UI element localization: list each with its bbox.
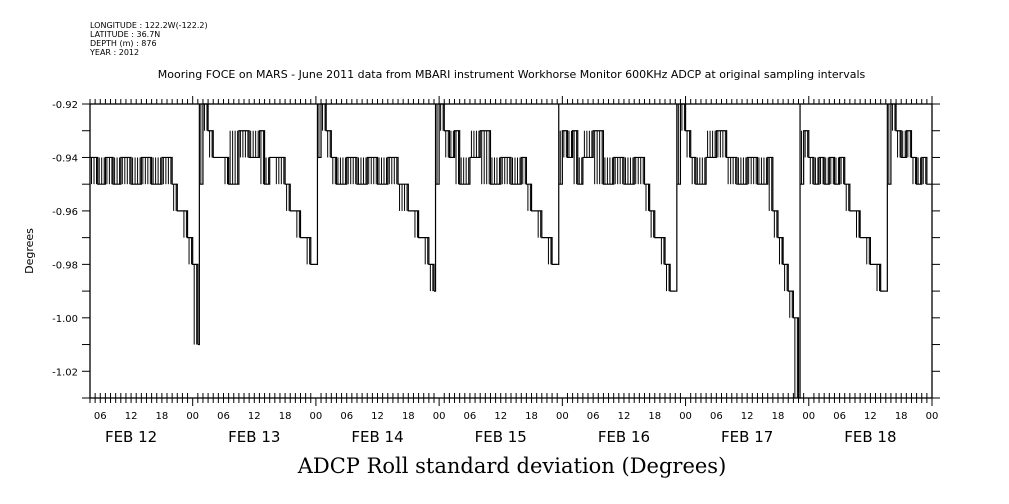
x-tick-label: 06: [94, 411, 107, 422]
series-connector: [433, 104, 437, 292]
x-tick-label: 12: [248, 411, 261, 422]
y-tick-label: -1.02: [52, 367, 78, 378]
metadata-block: LONGITUDE : 122.2W(-122.2) LATITUDE : 36…: [90, 21, 208, 57]
x-tick-label: 00: [433, 411, 446, 422]
y-tick-label: -0.94: [52, 153, 78, 164]
meta-year: YEAR : 2012: [90, 48, 140, 57]
series-segment: [199, 103, 316, 265]
y-tick-label: -0.96: [52, 207, 78, 218]
y-tick-label: -0.92: [52, 100, 78, 111]
x-day-label: FEB 13: [228, 428, 280, 446]
x-tick-label: 06: [587, 411, 600, 422]
y-axis-label: Degrees: [23, 228, 36, 274]
x-day-label: FEB 14: [351, 428, 403, 446]
x-tick-label: 06: [710, 411, 723, 422]
x-tick-label: 00: [186, 411, 199, 422]
series-segment: [800, 130, 886, 292]
series-connector: [557, 104, 560, 265]
x-day-label: FEB 18: [844, 428, 896, 446]
x-tick-label: 06: [464, 411, 477, 422]
plot-frame: [89, 103, 933, 399]
y-tick-label: -1.00: [52, 314, 78, 325]
x-tick-label: 00: [310, 411, 323, 422]
series-connector: [675, 104, 678, 292]
series-segment: [90, 156, 199, 345]
x-tick-label: 00: [802, 411, 815, 422]
meta-depth: DEPTH (m) : 876: [90, 39, 157, 48]
x-tick-label: 00: [926, 411, 939, 422]
series-connector: [197, 104, 200, 346]
series-connector: [885, 104, 888, 292]
x-tick-label: 06: [217, 411, 230, 422]
x-axis: 06 12 18 00 06 12 18 00 06 12 18 00 06 12 18 00 06 12 18 00…: [89, 96, 939, 446]
x-tick-label: 06: [340, 411, 353, 422]
series-group: [90, 103, 932, 399]
x-day-label: FEB 16: [598, 428, 650, 446]
chart-title: Mooring FOCE on MARS - June 2011 data fr…: [157, 68, 866, 81]
x-tick-label: 06: [833, 411, 846, 422]
x-tick-label: 12: [371, 411, 384, 422]
meta-longitude: LONGITUDE : 122.2W(-122.2): [90, 21, 208, 30]
x-tick-label: 12: [618, 411, 631, 422]
x-day-label: FEB 15: [475, 428, 527, 446]
series-segment: [558, 130, 676, 292]
x-axis-title: ADCP Roll standard deviation (Degrees): [297, 454, 727, 478]
x-tick-label: 00: [679, 411, 692, 422]
x-tick-label: 18: [402, 411, 415, 422]
plot-border: [89, 103, 933, 399]
x-tick-label: 18: [895, 411, 908, 422]
series-segment: [676, 103, 800, 398]
x-tick-label: 18: [525, 411, 538, 422]
x-day-label: FEB 17: [721, 428, 773, 446]
series-connector: [798, 104, 801, 399]
x-tick-label: 18: [279, 411, 292, 422]
x-day-label: FEB 12: [105, 428, 157, 446]
series-connector: [315, 104, 319, 265]
y-tick-label: -0.98: [52, 260, 78, 271]
x-tick-label: 18: [648, 411, 661, 422]
x-tick-label: 18: [156, 411, 169, 422]
x-tick-label: 12: [125, 411, 138, 422]
x-tick-label: 12: [864, 411, 877, 422]
x-tick-label: 12: [741, 411, 754, 422]
x-tick-label: 00: [556, 411, 569, 422]
series-segment: [435, 103, 558, 265]
x-tick-label: 18: [772, 411, 785, 422]
meta-latitude: LATITUDE : 36.7N: [90, 30, 161, 39]
x-tick-label: 12: [494, 411, 507, 422]
series-segment: [317, 103, 435, 292]
y-axis: -0.92 -0.94 -0.96 -0.98 -1.00 -1.02: [52, 100, 940, 399]
